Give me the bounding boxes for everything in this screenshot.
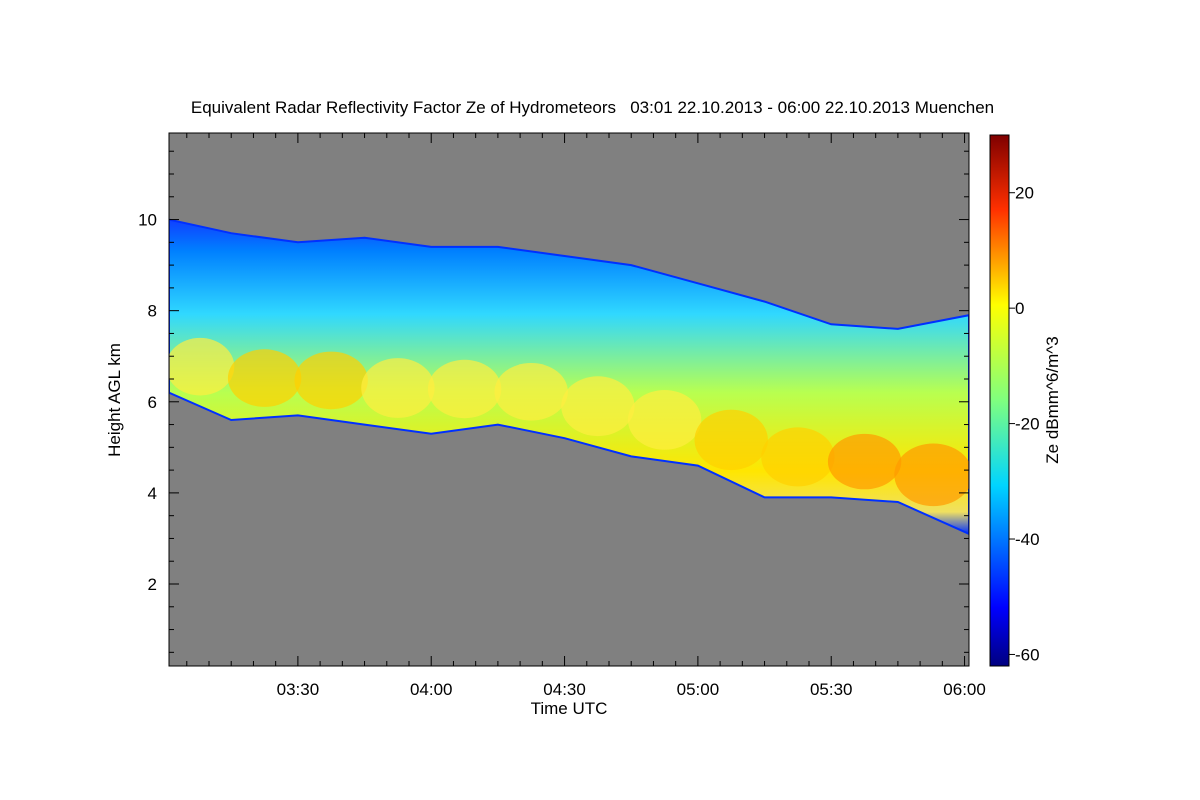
reflectivity-core xyxy=(894,443,969,507)
x-tick-label: 06:00 xyxy=(943,680,986,699)
x-tick-label: 03:30 xyxy=(277,680,320,699)
x-tick-label: 05:30 xyxy=(810,680,853,699)
reflectivity-core xyxy=(627,390,702,450)
plot-frame xyxy=(168,132,970,667)
reflectivity-core xyxy=(361,358,435,418)
x-tick-label: 04:30 xyxy=(543,680,586,699)
chart-title: Equivalent Radar Reflectivity Factor Ze … xyxy=(190,98,995,117)
y-tick-label: 6 xyxy=(148,393,157,412)
colorbar-tick-label: 20 xyxy=(1015,184,1034,203)
colorbar-tick-label: -40 xyxy=(1015,530,1040,549)
colorbar: 20 0 -20 -40 -60 Ze dBmm^6/m^3 xyxy=(989,134,1062,667)
reflectivity-core xyxy=(761,427,835,487)
reflectivity-core xyxy=(694,409,768,471)
reflectivity-core xyxy=(169,337,235,396)
y-tick-label: 8 xyxy=(148,302,157,321)
axes: 2 4 6 8 10 03:30 04:00 04:30 05:00 05:30 06:00 Time… xyxy=(105,132,986,718)
y-tick-label: 4 xyxy=(148,484,157,503)
colorbar-tick-label: -20 xyxy=(1015,415,1040,434)
reflectivity-core xyxy=(227,349,302,407)
x-axis-label: Time UTC xyxy=(531,699,608,718)
reflectivity-core xyxy=(294,351,368,410)
y-tick-label: 10 xyxy=(138,211,157,230)
y-axis-label: Height AGL km xyxy=(105,343,124,457)
colorbar-tick-label: 0 xyxy=(1015,299,1024,318)
x-tick-label: 04:00 xyxy=(410,680,453,699)
x-tick-label: 05:00 xyxy=(677,680,720,699)
colorbar-gradient xyxy=(989,134,1010,667)
reflectivity-core xyxy=(494,363,568,421)
reflectivity-core xyxy=(827,433,902,490)
reflectivity-core xyxy=(427,359,502,419)
y-tick-label: 2 xyxy=(148,575,157,594)
reflectivity-core xyxy=(561,376,635,437)
colorbar-tick-label: -60 xyxy=(1015,645,1040,664)
colorbar-label: Ze dBmm^6/m^3 xyxy=(1043,336,1062,463)
plot-area xyxy=(169,133,969,666)
